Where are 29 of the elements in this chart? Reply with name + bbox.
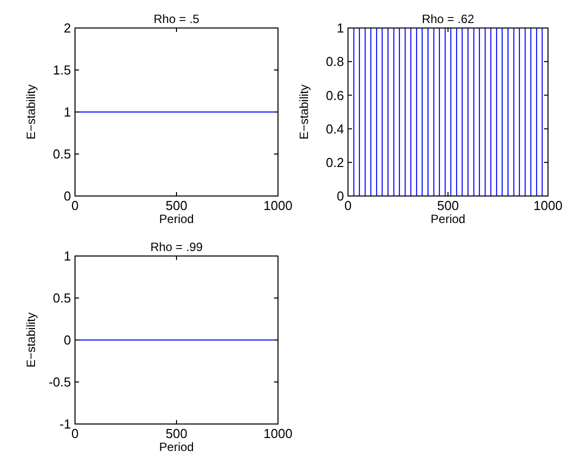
y-axis-title: E−stability — [24, 312, 38, 368]
y-axis-title: E−stability — [297, 84, 311, 140]
y-tick-label: -1 — [59, 416, 71, 432]
y-tick-label: 0.6 — [326, 88, 344, 103]
y-tick-label: 0.5 — [52, 146, 71, 162]
y-tick-label: 0 — [64, 332, 71, 348]
x-axis-title: Period — [159, 440, 194, 454]
chart-title: Rho = .62 — [422, 12, 475, 26]
x-tick-label: 500 — [437, 198, 459, 213]
y-axis-title: E−stability — [24, 84, 38, 140]
chart-title: Rho = .99 — [150, 240, 204, 254]
x-tick-label: 500 — [166, 426, 188, 441]
y-tick-label: 1 — [64, 104, 71, 120]
y-tick-label: 2 — [64, 20, 71, 36]
y-tick-label: 1 — [336, 20, 344, 36]
y-tick-label: -0.5 — [48, 374, 71, 390]
x-tick-label: 500 — [166, 198, 188, 213]
x-axis-title: Period — [430, 212, 466, 226]
x-tick-label: 1000 — [534, 198, 562, 213]
x-tick-label: 1000 — [264, 198, 292, 213]
y-tick-label: 0.4 — [326, 121, 344, 136]
y-tick-label: 0.5 — [52, 290, 71, 306]
y-tick-label: 0.8 — [326, 54, 344, 70]
x-tick-label: 1000 — [264, 426, 292, 441]
x-axis-title: Period — [159, 212, 194, 226]
y-tick-label: 1 — [64, 248, 71, 264]
chart-title: Rho = .5 — [154, 12, 200, 26]
y-tick-label: 1.5 — [52, 62, 71, 78]
y-tick-label: 0.2 — [326, 154, 344, 170]
